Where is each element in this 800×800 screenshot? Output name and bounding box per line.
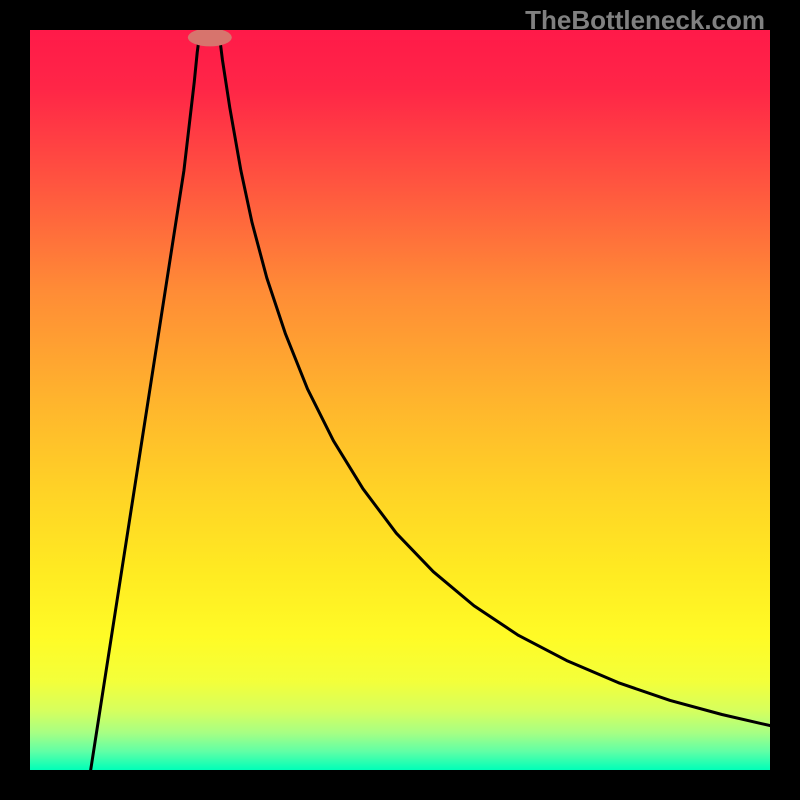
plot-area [30, 30, 770, 770]
minimum-marker [30, 30, 770, 770]
watermark-text: TheBottleneck.com [525, 5, 765, 36]
chart-container: { "chart": { "type": "line", "outer_size… [0, 0, 800, 800]
